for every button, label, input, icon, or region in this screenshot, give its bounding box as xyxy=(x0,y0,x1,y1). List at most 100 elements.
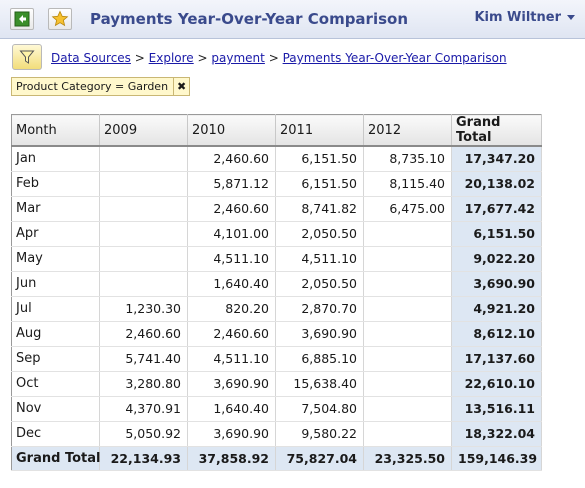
value-cell xyxy=(363,421,452,447)
grand-total-value: 75,827.04 xyxy=(275,445,364,471)
value-cell xyxy=(363,221,452,247)
header-bar: Payments Year-Over-Year Comparison Kim W… xyxy=(0,0,585,39)
value-cell xyxy=(363,246,452,272)
table-row: May 4,511.10 4,511.10 9,022.20 xyxy=(11,246,542,272)
value-cell: 9,580.22 xyxy=(275,421,364,447)
value-cell xyxy=(99,246,188,272)
value-cell xyxy=(99,221,188,247)
value-cell: 6,151.50 xyxy=(275,171,364,197)
table-row: Aug 2,460.60 2,460.60 3,690.90 8,612.10 xyxy=(11,321,542,347)
value-cell: 2,460.60 xyxy=(187,146,276,172)
value-cell xyxy=(363,271,452,297)
value-cell: 2,050.50 xyxy=(275,271,364,297)
pivot-table: Month 2009 2010 2011 2012 Grand Total Ja… xyxy=(11,114,542,471)
breadcrumb-explore[interactable]: Explore xyxy=(148,51,194,65)
column-header-2010[interactable]: 2010 xyxy=(187,114,276,147)
value-cell: 4,511.10 xyxy=(187,346,276,372)
grand-total-label: Grand Total xyxy=(11,445,100,471)
value-cell xyxy=(363,321,452,347)
value-cell xyxy=(99,196,188,222)
user-menu[interactable]: Kim Wiltner xyxy=(474,10,575,25)
month-cell: Dec xyxy=(11,421,100,447)
close-icon[interactable]: ✖ xyxy=(173,78,189,95)
value-cell xyxy=(363,371,452,397)
value-cell: 2,460.60 xyxy=(99,321,188,347)
month-cell: Sep xyxy=(11,346,100,372)
grand-total-cell: 8,612.10 xyxy=(451,321,542,347)
value-cell: 3,280.80 xyxy=(99,371,188,397)
breadcrumb-data-sources[interactable]: Data Sources xyxy=(51,51,131,65)
grand-total-cell: 17,347.20 xyxy=(451,146,542,172)
column-header-2012[interactable]: 2012 xyxy=(363,114,452,147)
value-cell: 8,735.10 xyxy=(363,146,452,172)
value-cell: 820.20 xyxy=(187,296,276,322)
column-header-grand-total[interactable]: Grand Total xyxy=(451,114,542,147)
grand-total-cell: 18,322.04 xyxy=(451,421,542,447)
grand-total-cell: 4,921.20 xyxy=(451,296,542,322)
grand-total-value: 23,325.50 xyxy=(363,445,452,471)
grand-total-cell: 13,516.11 xyxy=(451,396,542,422)
month-cell: Apr xyxy=(11,221,100,247)
month-cell: Jul xyxy=(11,296,100,322)
value-cell: 3,690.90 xyxy=(187,371,276,397)
value-cell: 2,460.60 xyxy=(187,321,276,347)
table-header-row: Month 2009 2010 2011 2012 Grand Total xyxy=(11,114,542,147)
value-cell: 5,871.12 xyxy=(187,171,276,197)
value-cell: 4,511.10 xyxy=(187,246,276,272)
value-cell: 4,101.00 xyxy=(187,221,276,247)
star-icon xyxy=(51,10,69,27)
breadcrumb-separator: > xyxy=(134,51,145,65)
table-row: Jan 2,460.60 6,151.50 8,735.10 17,347.20 xyxy=(11,146,542,172)
grand-total-cell: 6,151.50 xyxy=(451,221,542,247)
breadcrumb-payment[interactable]: payment xyxy=(211,51,265,65)
value-cell: 3,690.90 xyxy=(275,321,364,347)
value-cell: 2,050.50 xyxy=(275,221,364,247)
column-header-month[interactable]: Month xyxy=(11,114,100,147)
value-cell: 1,230.30 xyxy=(99,296,188,322)
breadcrumb-separator: > xyxy=(268,51,279,65)
month-cell: Oct xyxy=(11,371,100,397)
value-cell: 4,511.10 xyxy=(275,246,364,272)
value-cell: 1,640.40 xyxy=(187,396,276,422)
user-name[interactable]: Kim Wiltner xyxy=(474,10,561,25)
back-icon xyxy=(14,11,30,27)
value-cell xyxy=(363,346,452,372)
grand-total-cell: 22,610.10 xyxy=(451,371,542,397)
table-row: Feb 5,871.12 6,151.50 8,115.40 20,138.02 xyxy=(11,171,542,197)
value-cell xyxy=(99,146,188,172)
value-cell: 2,870.70 xyxy=(275,296,364,322)
value-cell: 1,640.40 xyxy=(187,271,276,297)
value-cell xyxy=(363,296,452,322)
value-cell: 15,638.40 xyxy=(275,371,364,397)
grand-total-row: Grand Total 22,134.93 37,858.92 75,827.04 23… xyxy=(11,445,542,471)
value-cell: 5,741.40 xyxy=(99,346,188,372)
chevron-down-icon[interactable] xyxy=(567,15,575,20)
grand-total-value: 22,134.93 xyxy=(99,445,188,471)
month-cell: Jan xyxy=(11,146,100,172)
grand-total-value: 159,146.39 xyxy=(451,445,542,471)
grand-total-cell: 9,022.20 xyxy=(451,246,542,272)
column-header-2009[interactable]: 2009 xyxy=(99,114,188,147)
favorite-button[interactable] xyxy=(48,8,72,30)
grand-total-cell: 3,690.90 xyxy=(451,271,542,297)
value-cell: 6,885.10 xyxy=(275,346,364,372)
value-cell xyxy=(363,396,452,422)
filter-icon xyxy=(19,50,35,64)
back-button[interactable] xyxy=(10,8,34,30)
month-cell: Aug xyxy=(11,321,100,347)
table-row: Oct 3,280.80 3,690.90 15,638.40 22,610.10 xyxy=(11,371,542,397)
grand-total-value: 37,858.92 xyxy=(187,445,276,471)
page-title: Payments Year-Over-Year Comparison xyxy=(90,10,409,28)
value-cell: 6,151.50 xyxy=(275,146,364,172)
breadcrumb-separator: > xyxy=(197,51,208,65)
column-header-2011[interactable]: 2011 xyxy=(275,114,364,147)
table-row: Sep 5,741.40 4,511.10 6,885.10 17,137.60 xyxy=(11,346,542,372)
grand-total-cell: 17,137.60 xyxy=(451,346,542,372)
table-row: Nov 4,370.91 1,640.40 7,504.80 13,516.11 xyxy=(11,396,542,422)
filter-button[interactable] xyxy=(12,44,42,70)
breadcrumb-current-report[interactable]: Payments Year-Over-Year Comparison xyxy=(282,51,507,65)
table-row: Dec 5,050.92 3,690.90 9,580.22 18,322.04 xyxy=(11,421,542,447)
table-row: Jul 1,230.30 820.20 2,870.70 4,921.20 xyxy=(11,296,542,322)
filter-chip-label: Product Category = Garden xyxy=(16,80,169,93)
value-cell: 8,741.82 xyxy=(275,196,364,222)
